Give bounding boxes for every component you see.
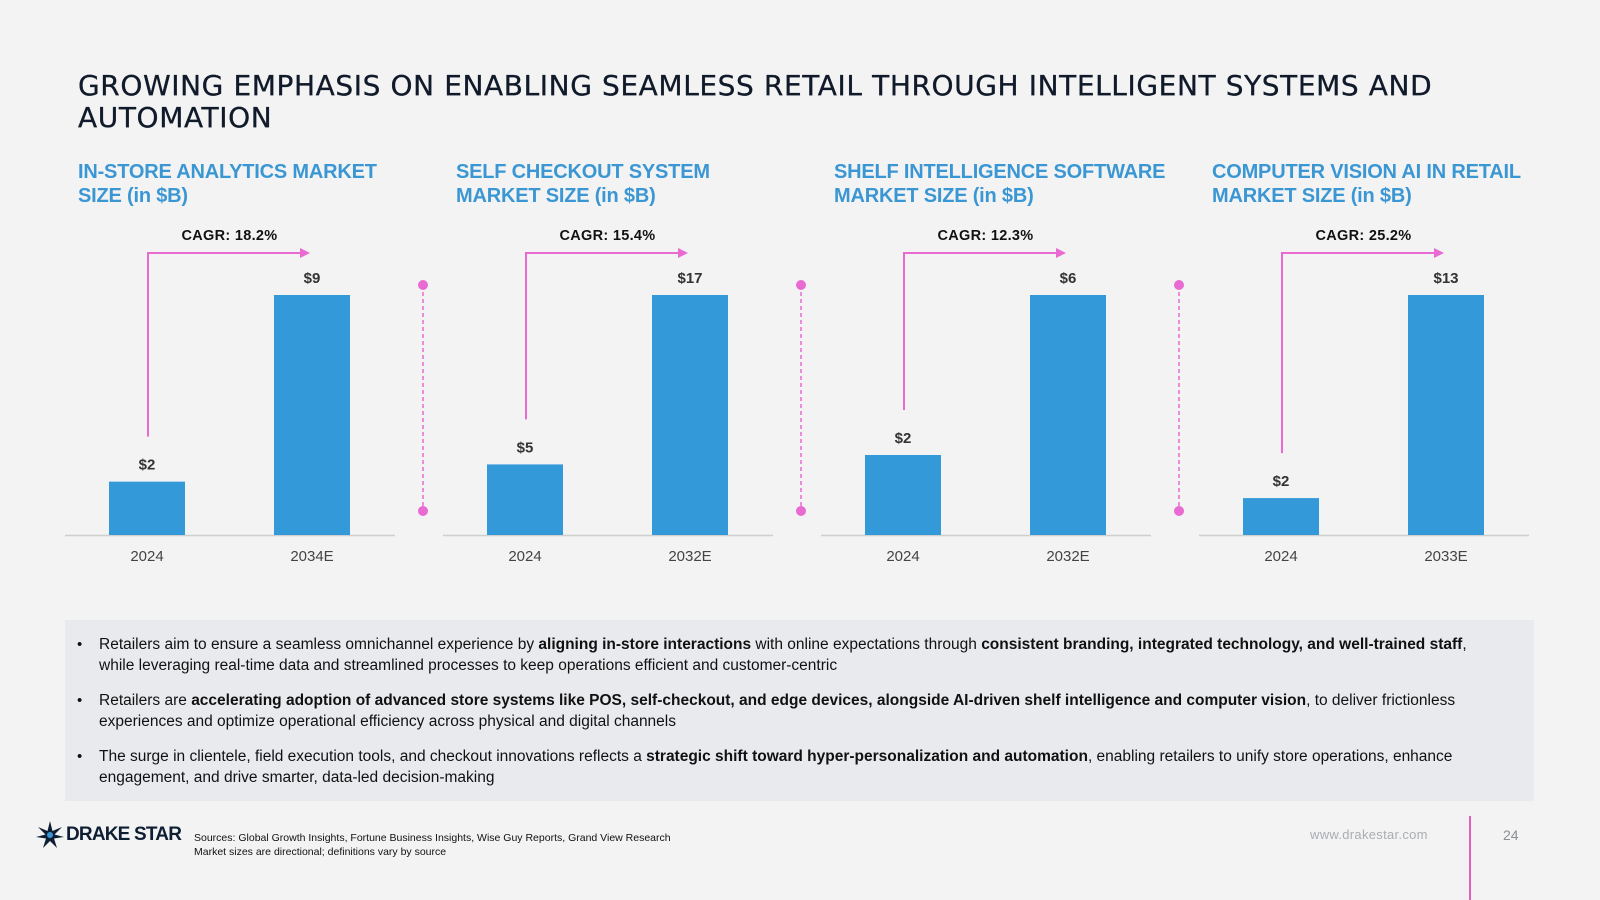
bullet-item: Retailers are accelerating adoption of a… bbox=[77, 690, 1494, 732]
bar-value-label: $2 bbox=[1273, 473, 1290, 490]
cagr-arrow-line bbox=[903, 252, 1058, 410]
drake-star-logo: DRAKE STAR bbox=[36, 820, 182, 850]
bar bbox=[1243, 498, 1319, 535]
logo-text: DRAKE STAR bbox=[66, 824, 182, 845]
bullet-emphasis: accelerating adoption of advanced store … bbox=[191, 692, 1307, 709]
cagr-arrow-head bbox=[1056, 248, 1066, 258]
bullet-emphasis: consistent branding, integrated technolo… bbox=[981, 636, 1463, 653]
cagr-arrow bbox=[525, 248, 688, 420]
bar bbox=[109, 481, 185, 535]
bar bbox=[1030, 295, 1106, 535]
bullet-emphasis: aligning in-store interactions bbox=[538, 636, 752, 653]
cagr-label: CAGR: 12.3% bbox=[938, 228, 1034, 244]
bullet-text: Retailers are bbox=[99, 692, 192, 709]
bar-value-label: $2 bbox=[139, 457, 156, 474]
bar bbox=[487, 464, 563, 535]
bullet-text: , enabling retailers to unify store oper… bbox=[99, 748, 1453, 786]
chart-title-computer-vision: COMPUTER VISION AI IN RETAIL MARKET SIZE… bbox=[1212, 161, 1521, 207]
key-takeaways-box: Retailers aim to ensure a seamless omnic… bbox=[65, 620, 1534, 801]
chart-title-shelf-intelligence: SHELF INTELLIGENCE SOFTWARE MARKET SIZE … bbox=[834, 161, 1166, 207]
bar-value-label: $13 bbox=[1433, 270, 1458, 287]
chart-title-in-store-analytics: IN-STORE ANALYTICS MARKET SIZE (in $B) bbox=[78, 161, 377, 207]
chart-title-self-checkout: SELF CHECKOUT SYSTEM MARKET SIZE (in $B) bbox=[456, 161, 710, 207]
bar bbox=[652, 295, 728, 535]
x-tick-label: 2024 bbox=[508, 548, 541, 565]
cagr-arrow bbox=[1281, 248, 1444, 454]
bar-value-label: $17 bbox=[677, 270, 702, 287]
bar-value-label: $6 bbox=[1060, 270, 1077, 287]
bullet-text: The surge in clientele, field execution … bbox=[99, 748, 647, 765]
chart-computer-vision: $2 2024 $13 2033E CAGR: 25.2% bbox=[1199, 228, 1529, 565]
cagr-label: CAGR: 25.2% bbox=[1316, 228, 1412, 244]
bullet-text: Retailers aim to ensure a seamless omnic… bbox=[99, 636, 539, 653]
bar-value-label: $9 bbox=[304, 270, 321, 287]
bullet-emphasis: strategic shift toward hyper-personaliza… bbox=[646, 748, 1088, 765]
bullet-text: , to deliver frictionless experiences an… bbox=[99, 692, 1456, 730]
footer-divider bbox=[1469, 816, 1471, 900]
x-tick-label: 2024 bbox=[130, 548, 163, 565]
bar-value-label: $2 bbox=[895, 430, 912, 447]
sources-line: Sources: Global Growth Insights, Fortune… bbox=[194, 832, 671, 844]
bar bbox=[1408, 295, 1484, 535]
page-title: GROWING EMPHASIS ON ENABLING SEAMLESS RE… bbox=[78, 69, 1433, 134]
cagr-arrow-line bbox=[525, 252, 680, 420]
cagr-arrow bbox=[903, 248, 1066, 410]
x-tick-label: 2032E bbox=[668, 548, 711, 565]
bullet-text: with online expectations through bbox=[751, 636, 982, 653]
chart-separator bbox=[418, 280, 428, 516]
x-tick-label: 2032E bbox=[1046, 548, 1089, 565]
chart-self-checkout: $5 2024 $17 2032E CAGR: 15.4% bbox=[443, 228, 773, 565]
cagr-arrow-line bbox=[1281, 252, 1436, 454]
cagr-arrow-head bbox=[300, 248, 310, 258]
bar-value-label: $5 bbox=[517, 439, 534, 456]
sources-note: Sources: Global Growth Insights, Fortune… bbox=[194, 831, 671, 859]
cagr-arrow bbox=[147, 248, 310, 437]
bullet-item: The surge in clientele, field execution … bbox=[77, 746, 1494, 788]
star-logo-icon bbox=[36, 821, 64, 848]
cagr-arrow-head bbox=[678, 248, 688, 258]
bar bbox=[274, 295, 350, 535]
x-tick-label: 2024 bbox=[1264, 548, 1297, 565]
sources-disclaimer: Market sizes are directional; definition… bbox=[194, 846, 447, 858]
cagr-arrow-head bbox=[1434, 248, 1444, 258]
x-tick-label: 2034E bbox=[290, 548, 333, 565]
chart-separator bbox=[1174, 280, 1184, 516]
chart-shelf-intelligence: $2 2024 $6 2032E CAGR: 12.3% bbox=[821, 228, 1151, 565]
bullet-text: , while leveraging real-time data and st… bbox=[99, 636, 1467, 674]
x-tick-label: 2024 bbox=[886, 548, 919, 565]
page-number: 24 bbox=[1503, 827, 1519, 843]
website-link[interactable]: www.drakestar.com bbox=[1310, 827, 1428, 842]
chart-in-store-analytics: $2 2024 $9 2034E CAGR: 18.2% bbox=[65, 228, 395, 565]
cagr-label: CAGR: 18.2% bbox=[182, 228, 278, 244]
x-tick-label: 2033E bbox=[1424, 548, 1467, 565]
cagr-label: CAGR: 15.4% bbox=[560, 228, 656, 244]
bar bbox=[865, 455, 941, 535]
chart-separator bbox=[796, 280, 806, 516]
bullet-item: Retailers aim to ensure a seamless omnic… bbox=[77, 634, 1494, 676]
cagr-arrow-line bbox=[147, 252, 302, 437]
